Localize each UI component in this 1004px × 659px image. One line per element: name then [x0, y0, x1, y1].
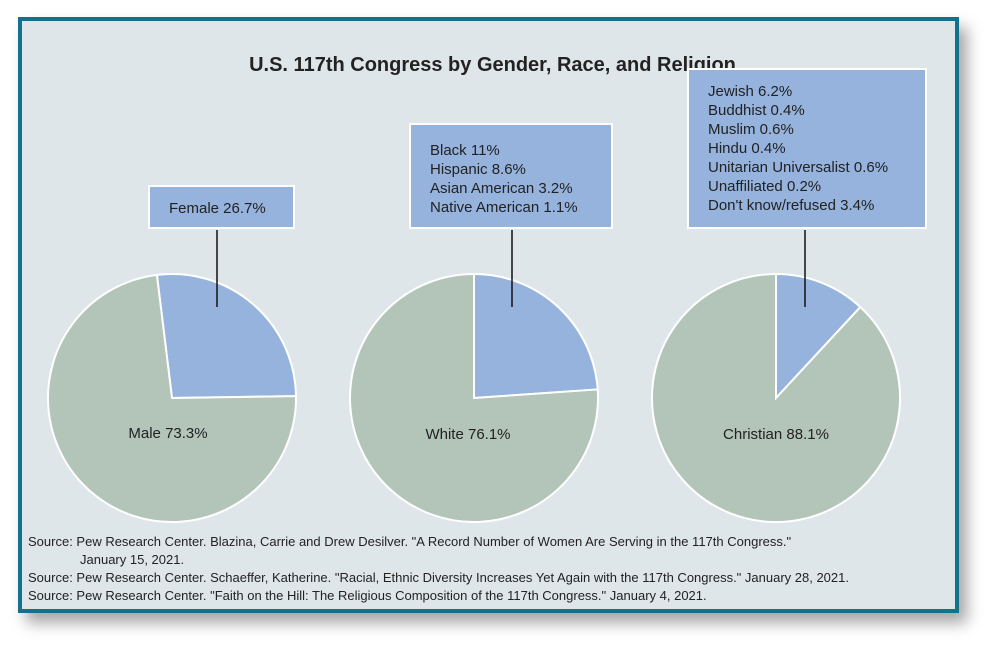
pie-slice-male [47, 273, 297, 523]
callout-item: Buddhist 0.4% [708, 102, 805, 119]
callout-item: Unitarian Universalist 0.6% [708, 159, 889, 176]
callout-item: Muslim 0.6% [708, 121, 794, 138]
callout-item: Black 11% [430, 142, 500, 159]
chart-title: U.S. 117th Congress by Gender, Race, and… [249, 54, 736, 76]
pie-slice-christian [651, 272, 901, 523]
source-line: Source: Pew Research Center. "Faith on t… [28, 588, 707, 603]
callout-race: Black 11% Hispanic 8.6% Asian American 3… [409, 123, 613, 229]
pie-label-white: White 76.1% [425, 426, 511, 443]
source-line: Source: Pew Research Center. Schaeffer, … [28, 570, 849, 585]
callout-item: Female 26.7% [169, 200, 266, 217]
pie-label-male: Male 73.3% [128, 425, 208, 442]
callout-item: Don't know/refused 3.4% [708, 197, 875, 214]
callout-item: Unaffiliated 0.2% [708, 178, 822, 195]
source-line: January 15, 2021. [80, 552, 185, 567]
callout-item: Hispanic 8.6% [430, 161, 526, 178]
callout-item: Hindu 0.4% [708, 140, 786, 157]
pie-slice-white [349, 272, 599, 523]
pie-slice-non-christian [775, 272, 862, 401]
callout-item: Jewish 6.2% [708, 83, 793, 100]
callout-item: Asian American 3.2% [430, 180, 573, 197]
callout-item: Native American 1.1% [430, 199, 578, 216]
callout-gender: Female 26.7% [148, 185, 295, 229]
pie-slice-non-white [473, 272, 599, 400]
pie-slice-female [155, 273, 298, 400]
source-line: Source: Pew Research Center. Blazina, Ca… [28, 534, 792, 549]
callout-religion: Jewish 6.2% Buddhist 0.4% Muslim 0.6% Hi… [687, 68, 927, 229]
pie-label-christian: Christian 88.1% [723, 426, 829, 443]
